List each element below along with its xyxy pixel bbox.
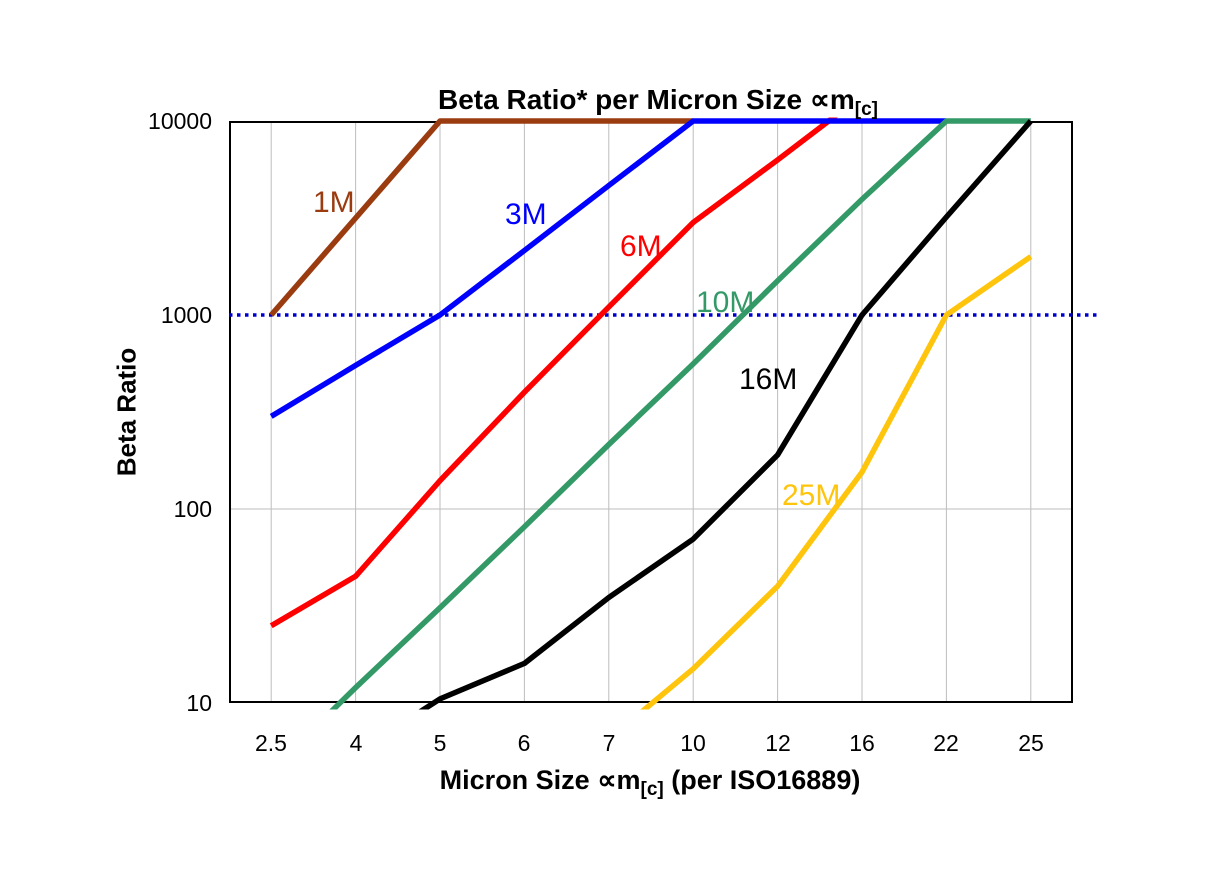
series-label-10m: 10M <box>696 286 755 319</box>
gridlines <box>230 122 1072 702</box>
plot-border <box>229 121 1073 703</box>
x-tick-2.5: 2.5 <box>255 730 287 756</box>
series-line-25M <box>640 254 1033 710</box>
x-axis-title-subscript: [c] <box>640 779 664 800</box>
x-tick-12: 12 <box>765 730 791 756</box>
series-line-1M <box>269 118 694 317</box>
x-tick-22: 22 <box>933 730 959 756</box>
x-tick-5: 5 <box>433 730 447 756</box>
x-tick-7: 7 <box>602 730 616 756</box>
x-tick-4: 4 <box>349 730 363 756</box>
series-label-6m: 6M <box>620 230 662 263</box>
y-tick-10: 10 <box>186 690 212 716</box>
series-label-25m: 25M <box>782 479 841 512</box>
series-line-10M <box>329 118 1031 710</box>
x-axis-title-text: Micron Size ∝m <box>439 765 641 795</box>
chart-title-text: Beta Ratio* per Micron Size ∝m <box>438 84 855 115</box>
y-axis-title: Beta Ratio <box>111 347 142 477</box>
x-axis-title: Micron Size ∝m[c] (per ISO16889) <box>440 765 861 801</box>
x-axis-title-suffix: (per ISO16889) <box>663 765 861 795</box>
x-tick-16: 16 <box>849 730 875 756</box>
x-tick-25: 25 <box>1018 730 1044 756</box>
series-line-6M <box>269 117 838 629</box>
x-tick-6: 6 <box>517 730 531 756</box>
series-label-1m: 1M <box>313 186 355 219</box>
x-tick-10: 10 <box>680 730 706 756</box>
y-tick-10000: 10000 <box>148 108 212 134</box>
series-label-3m: 3M <box>505 198 547 231</box>
chart-title-subscript: [c] <box>854 99 878 120</box>
y-tick-1000: 1000 <box>160 302 212 328</box>
series-line-16M <box>418 119 1033 710</box>
y-tick-100: 100 <box>173 496 212 522</box>
chart-title: Beta Ratio* per Micron Size ∝m[c] <box>438 83 878 121</box>
series-label-16m: 16M <box>739 363 798 396</box>
series-line-3M <box>269 118 947 419</box>
